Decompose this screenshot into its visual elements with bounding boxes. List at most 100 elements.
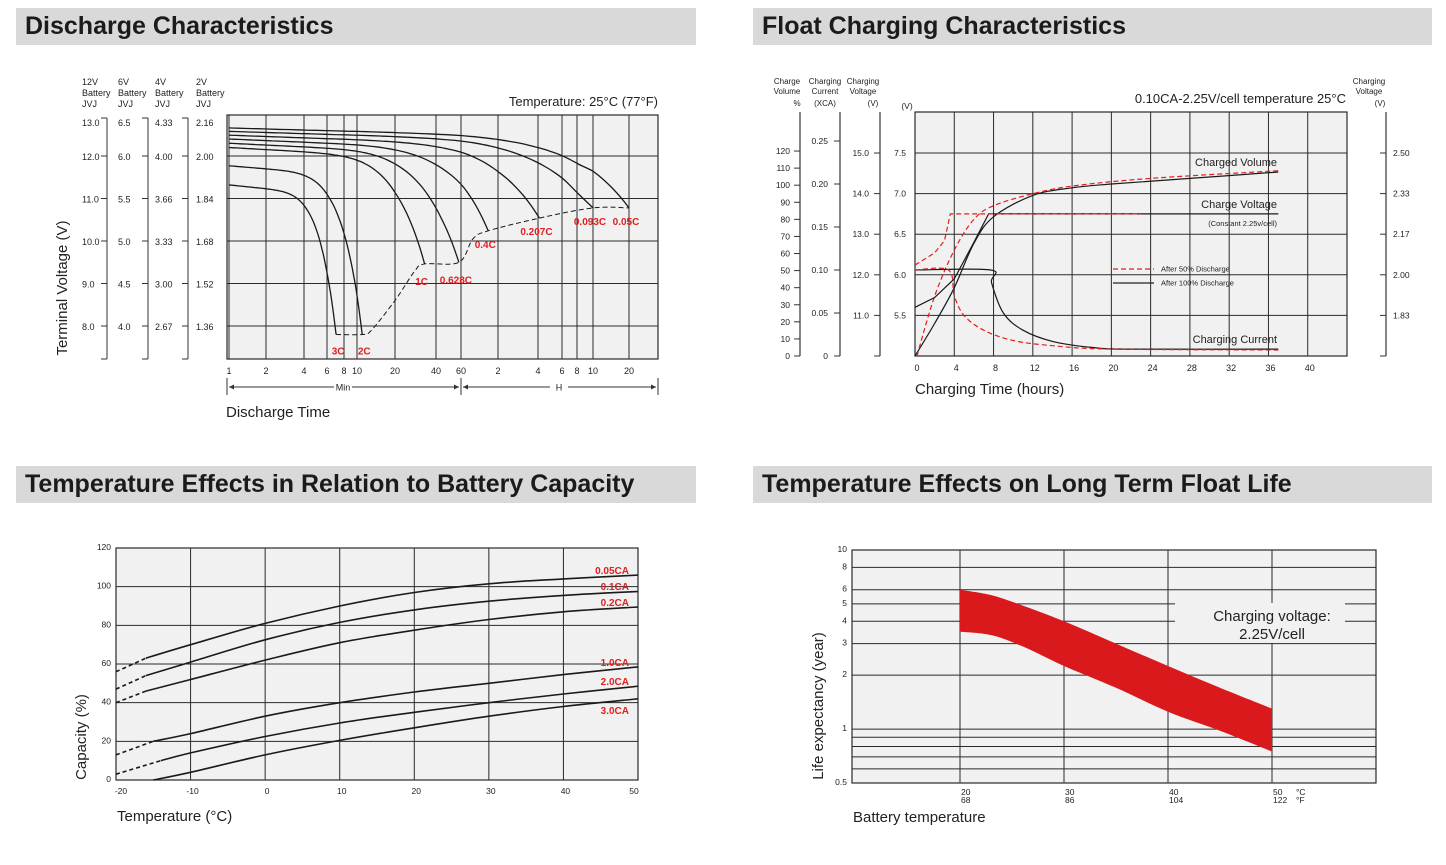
- y-tick-label: 3.66: [155, 195, 173, 205]
- right-voltage-tick-label: 2.50: [1393, 148, 1410, 158]
- chart-subtitle: 0.10CA-2.25V/cell temperature 25°C: [1135, 91, 1346, 106]
- life-expectancy-band: [960, 589, 1272, 752]
- y-axis-header: JVJ: [196, 99, 211, 109]
- volume-tick-label: 90: [781, 197, 791, 207]
- right-voltage-tick-label: 1.83: [1393, 310, 1410, 320]
- y-tick-label: 10.0: [82, 237, 100, 247]
- discharge-rate-label: 0.4C: [475, 240, 496, 251]
- charge-voltage-note: (Constant 2.25v/cell): [1208, 219, 1277, 228]
- charge-voltage-label: Charge Voltage: [1201, 199, 1277, 211]
- y-tick-label: 10: [838, 544, 848, 554]
- temp-capacity-section-title: Temperature Effects in Relation to Batte…: [16, 466, 696, 503]
- x-tick-label-celsius: 30: [1065, 787, 1075, 797]
- voltage-tick-label: 5.5: [894, 310, 906, 320]
- x-tick-label: 1: [226, 366, 231, 376]
- x-axis-title: Battery temperature: [853, 809, 986, 826]
- capacity-curve-extrapolated: [115, 690, 147, 704]
- discharge-curve: [228, 134, 541, 219]
- x-tick-label: 8: [341, 366, 346, 376]
- y-tick-label: 1.36: [196, 322, 214, 332]
- charging-voltage-tick-label: 13.0: [852, 229, 869, 239]
- y-tick-label: 13.0: [82, 118, 100, 128]
- discharge-rate-label: 0.628C: [440, 275, 472, 286]
- y-tick-label: 2.16: [196, 118, 214, 128]
- y-tick-label: 1.84: [196, 195, 214, 205]
- charging-current-label: Charging Current: [1193, 334, 1277, 346]
- current-tick-label: 0.25: [811, 136, 828, 146]
- float-charging-section-title: Float Charging Characteristics: [753, 8, 1432, 45]
- y-tick-label: 6: [842, 584, 847, 594]
- y-axis-header: JVJ: [118, 99, 133, 109]
- x-tick-label: 40: [1305, 363, 1315, 373]
- y-tick-label: 3.00: [155, 280, 173, 290]
- y-tick-label: 100: [97, 581, 111, 591]
- volume-tick-label: 80: [781, 214, 791, 224]
- charging-voltage-tick-label: 12.0: [852, 270, 869, 280]
- discharge-section-title: Discharge Characteristics: [16, 8, 696, 45]
- discharge-rate-label: 0.05CA: [595, 566, 629, 577]
- discharge-rate-label: 3.0CA: [601, 706, 629, 717]
- y-tick-label: 5.5: [118, 195, 131, 205]
- x-tick-label: 4: [301, 366, 306, 376]
- y-tick-label: 5: [842, 598, 847, 608]
- y-tick-label: 3.33: [155, 237, 173, 247]
- y-axis-header: 12V: [82, 77, 98, 87]
- discharge-rate-label: 3C: [332, 347, 345, 358]
- y-axis-title: Terminal Voltage (V): [54, 220, 71, 355]
- capacity-curve: [153, 666, 639, 743]
- x-axis-title: Charging Time (hours): [915, 381, 1064, 398]
- axis-header: Volume: [774, 87, 801, 96]
- y-axis-header: Battery: [82, 88, 111, 98]
- y-tick-label: 120: [97, 542, 111, 552]
- y-tick-label: 6.0: [118, 152, 131, 162]
- right-voltage-tick-label: 2.33: [1393, 189, 1410, 199]
- x-tick-label: 40: [561, 786, 571, 796]
- y-tick-label: 9.0: [82, 280, 95, 290]
- y-axis-header: 4V: [155, 77, 166, 87]
- x-tick-label-celsius: 20: [961, 787, 971, 797]
- float-charging-chart: 0 4 8 12 16 20 24 28 32 36 40 Charging Time (hours)…: [774, 77, 1410, 398]
- volume-tick-label: 10: [781, 334, 791, 344]
- discharge-rate-label: 0.2CA: [601, 598, 629, 609]
- discharge-curve: [228, 138, 489, 232]
- x-tick-label: 6: [324, 366, 329, 376]
- x-tick-label-fahrenheit: 104: [1169, 795, 1183, 805]
- volume-tick-label: 0: [785, 351, 790, 361]
- capacity-curve-extrapolated: [115, 759, 161, 775]
- y-axis-title: Life expectancy (year): [810, 632, 827, 780]
- celsius-unit-label: °C: [1296, 787, 1306, 797]
- y-tick-label: 0: [106, 774, 111, 784]
- x-tick-label: 24: [1148, 363, 1158, 373]
- y-tick-label: 6.5: [118, 118, 131, 128]
- axis-header: Charge: [774, 77, 801, 86]
- current-tick-label: 0.05: [811, 308, 828, 318]
- x-tick-label: 32: [1226, 363, 1236, 373]
- capacity-curve: [145, 606, 639, 692]
- charged-volume-label: Charged Volume: [1195, 157, 1277, 169]
- x-tick-label: -20: [115, 786, 128, 796]
- capacity-curve: [160, 685, 639, 762]
- x-tick-label: 20: [412, 786, 422, 796]
- y-axis-header: Battery: [118, 88, 147, 98]
- charging-voltage-annotation: 2.25V/cell: [1239, 626, 1305, 643]
- x-tick-label: 20: [1108, 363, 1118, 373]
- volume-tick-label: 110: [776, 163, 790, 173]
- y-tick-label: 20: [102, 735, 112, 745]
- x-tick-label: 8: [574, 366, 579, 376]
- y-tick-label: 2.00: [196, 152, 214, 162]
- voltage-tick-label: 7.5: [894, 148, 906, 158]
- y-tick-label: 4.0: [118, 322, 131, 332]
- voltage-tick-label: 6.0: [894, 270, 906, 280]
- x-axis-title: Temperature (°C): [117, 808, 232, 825]
- y-tick-label: 4.33: [155, 118, 173, 128]
- axis-header: Charging: [809, 77, 841, 86]
- discharge-rate-label: 0.207C: [520, 227, 552, 238]
- volume-curve-after-100: [914, 171, 1279, 357]
- discharge-curve: [228, 142, 460, 263]
- x-tick-label: 0: [914, 363, 919, 373]
- x-tick-label: 40: [431, 366, 441, 376]
- discharge-rate-label: 2C: [358, 347, 371, 358]
- temp-capacity-chart: 0 20 40 60 80 100 120 -20 -10 0 10 20 30 40 50 Temperat…: [73, 542, 639, 825]
- volume-tick-label: 30: [781, 300, 791, 310]
